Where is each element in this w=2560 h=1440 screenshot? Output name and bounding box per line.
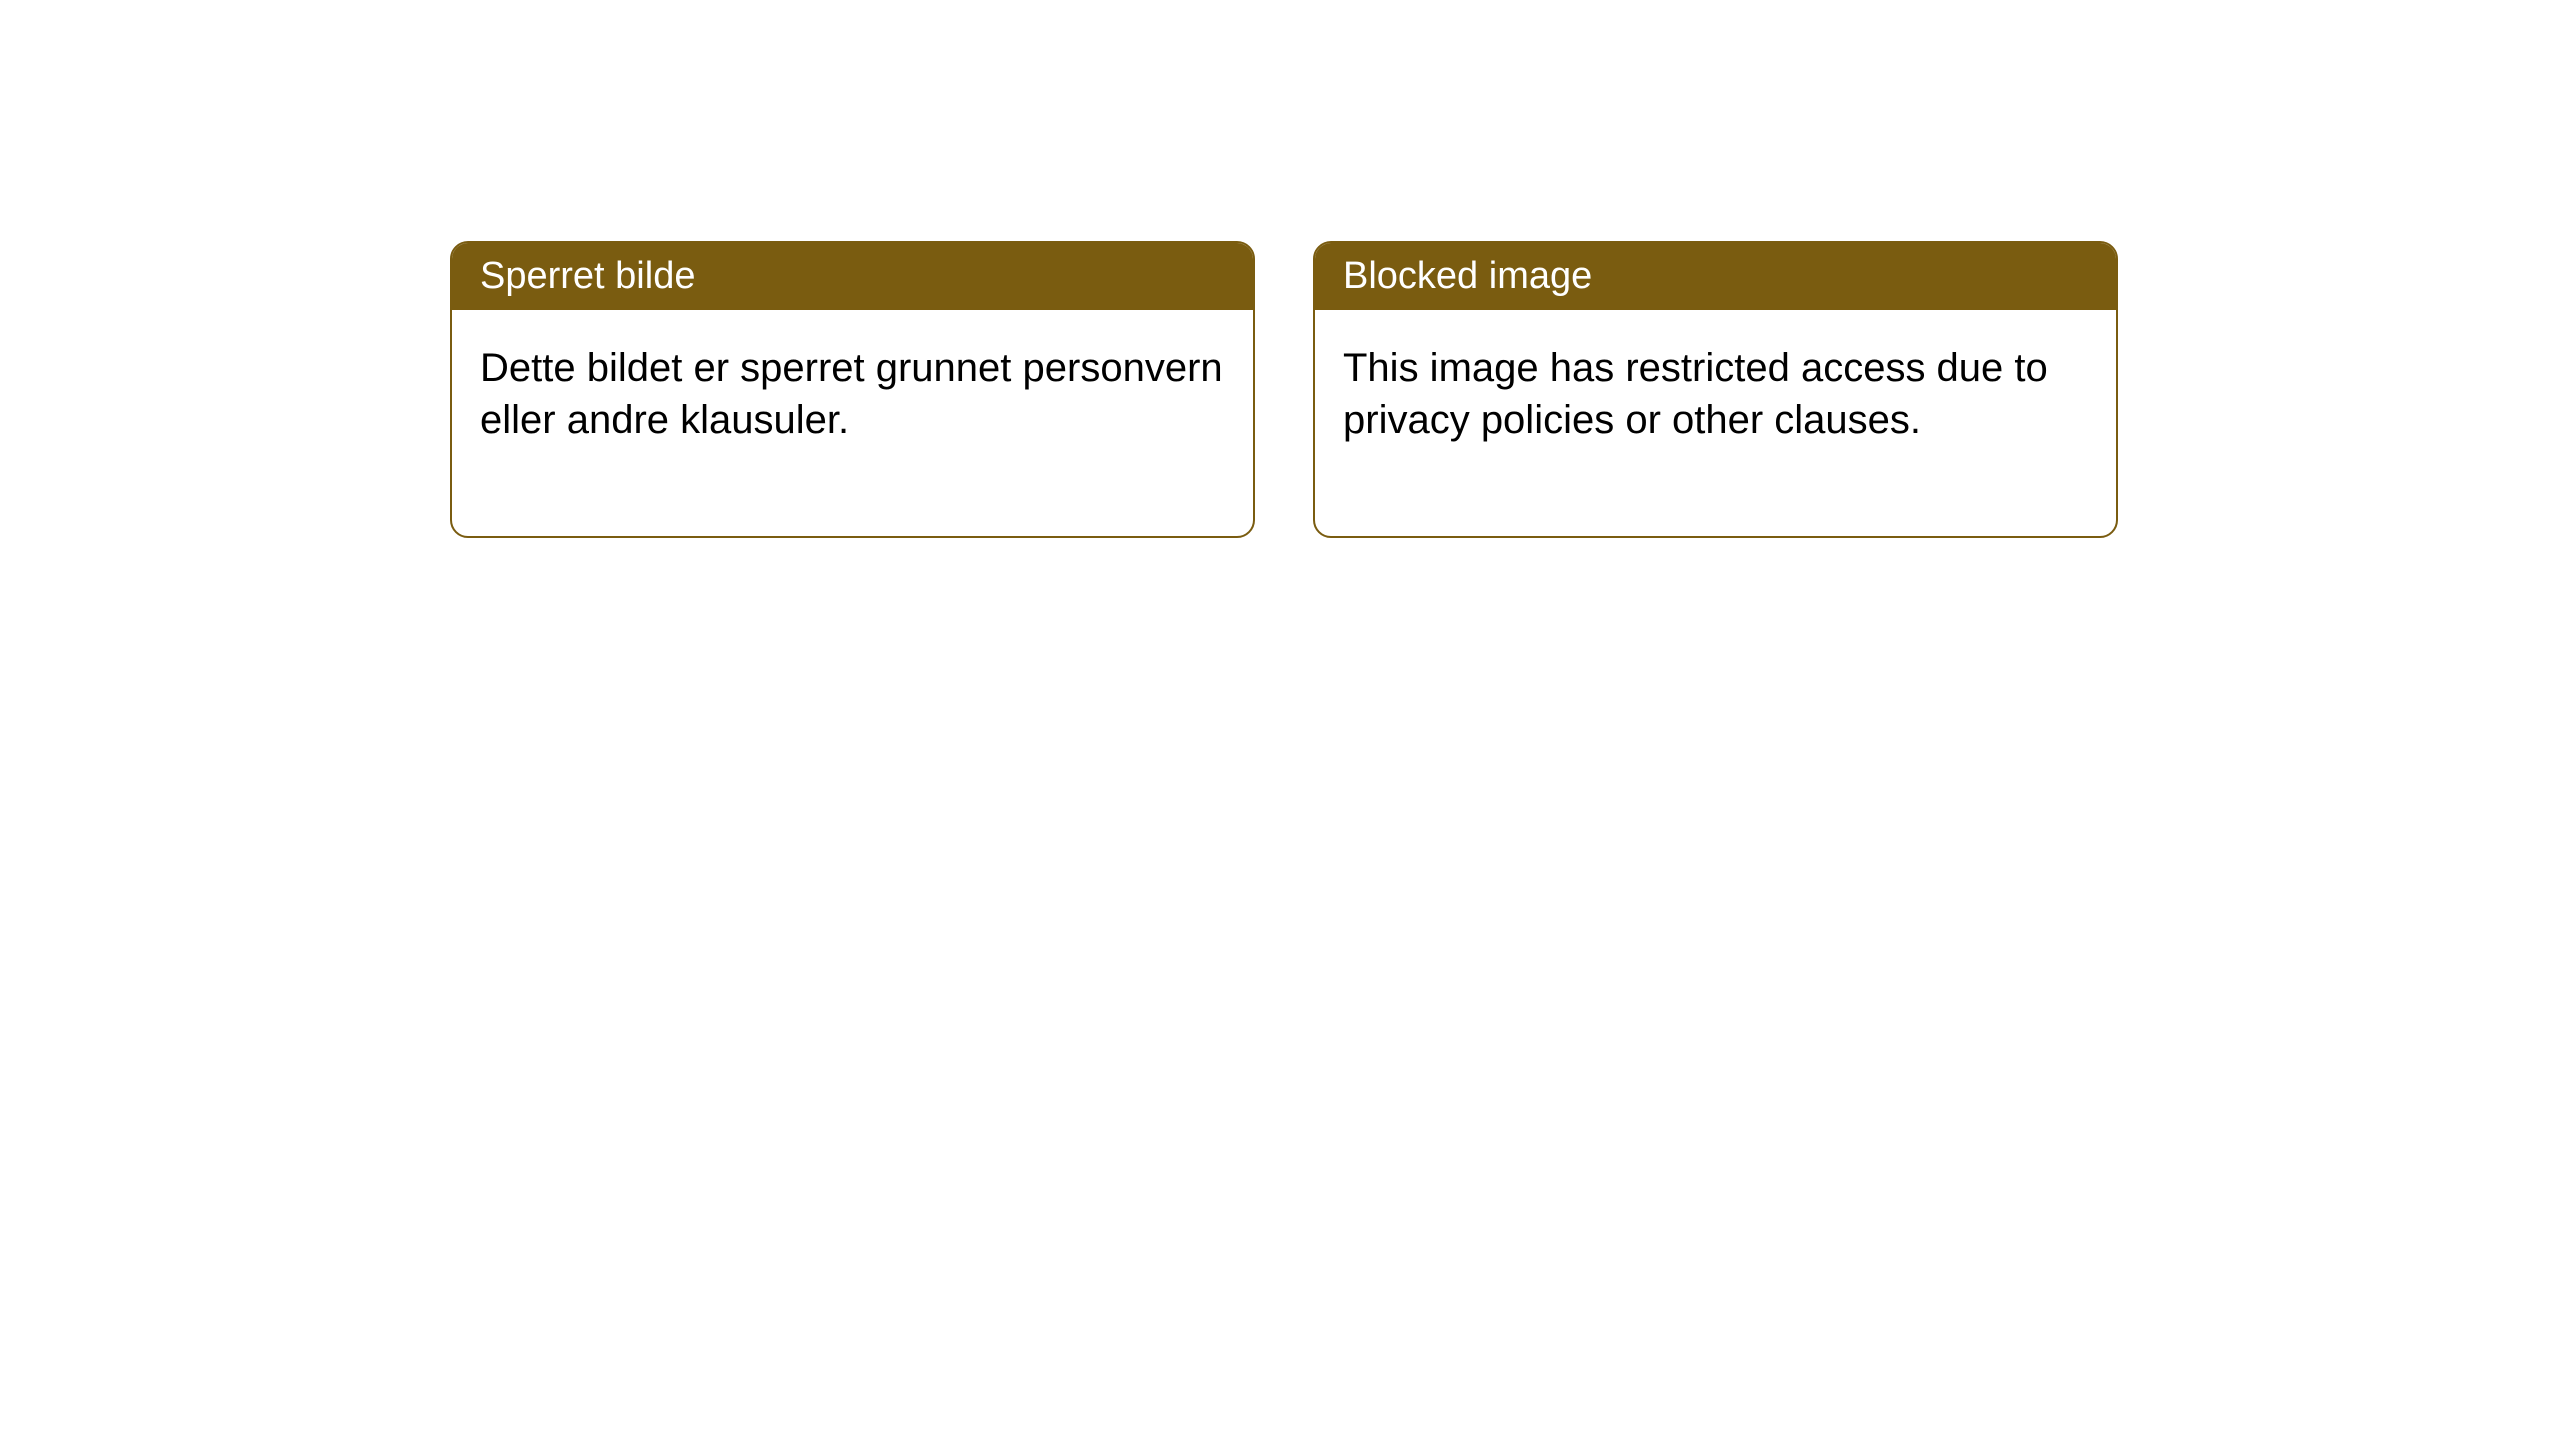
notice-card-title: Blocked image xyxy=(1343,255,1592,297)
notice-card-body: Dette bildet er sperret grunnet personve… xyxy=(452,310,1253,536)
notice-card-header: Sperret bilde xyxy=(452,243,1253,310)
notice-card-title: Sperret bilde xyxy=(480,255,695,297)
notice-card-text: Dette bildet er sperret grunnet personve… xyxy=(480,346,1223,442)
notice-card-body: This image has restricted access due to … xyxy=(1315,310,2116,536)
notice-card-text: This image has restricted access due to … xyxy=(1343,346,2048,442)
notice-card-english: Blocked image This image has restricted … xyxy=(1313,241,2118,538)
notice-cards-container: Sperret bilde Dette bildet er sperret gr… xyxy=(450,241,2118,538)
notice-card-norwegian: Sperret bilde Dette bildet er sperret gr… xyxy=(450,241,1255,538)
notice-card-header: Blocked image xyxy=(1315,243,2116,310)
